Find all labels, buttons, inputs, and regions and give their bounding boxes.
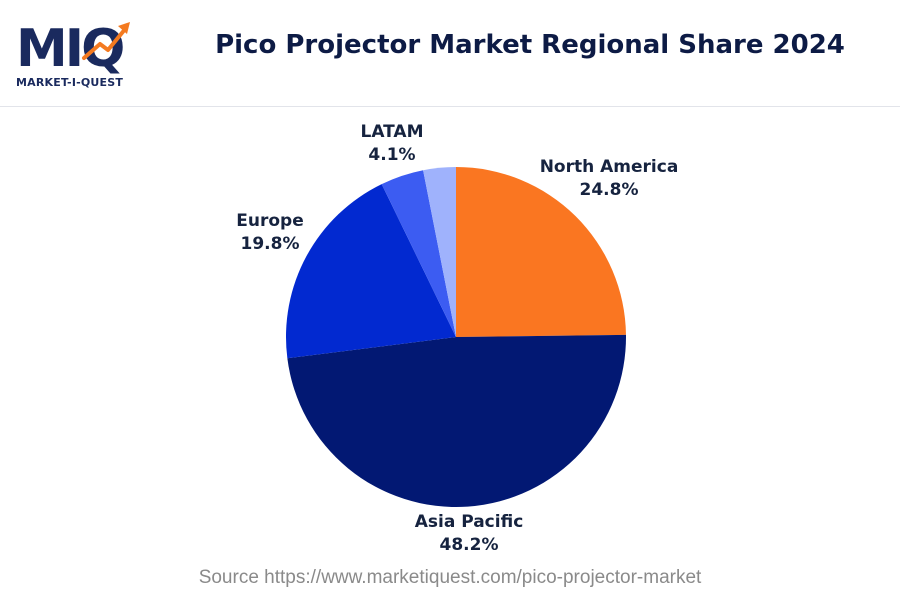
header: MIQ MARKET-I-QUEST Pico Projector Market… — [0, 0, 900, 106]
logo-caption: MARKET-I-QUEST — [16, 76, 124, 89]
slice-labels: North America 24.8% Asia Pacific 48.2% Europ… — [236, 122, 678, 555]
slice-name-label: Europe — [236, 211, 303, 231]
source-text: Source https://www.marketiquest.com/pico… — [198, 567, 702, 588]
pie-slice-north-america — [456, 167, 626, 337]
logo: MIQ MARKET-I-QUEST — [14, 10, 144, 92]
pie-slice-other — [423, 167, 456, 337]
growth-arrow-icon — [82, 26, 128, 60]
slice-value-label: 4.1% — [368, 145, 415, 165]
pie-slice-latam — [381, 170, 456, 337]
slice-name-label: LATAM — [360, 122, 423, 142]
slice-value-label: 24.8% — [580, 180, 639, 200]
slice-name-label: Asia Pacific — [415, 512, 524, 532]
miq-logo-mark: MIQ — [16, 19, 130, 79]
pie-slices — [286, 167, 626, 507]
slice-value-label: 48.2% — [440, 535, 499, 555]
arrow-head-icon — [118, 22, 130, 34]
slice-name-label: North America — [540, 157, 679, 177]
header-divider — [0, 106, 900, 107]
pie-slice-asia-pacific — [287, 334, 626, 507]
slice-value-label: 19.8% — [241, 234, 300, 254]
page-title: Pico Projector Market Regional Share 202… — [215, 30, 845, 60]
pie-slice-europe — [286, 184, 456, 359]
